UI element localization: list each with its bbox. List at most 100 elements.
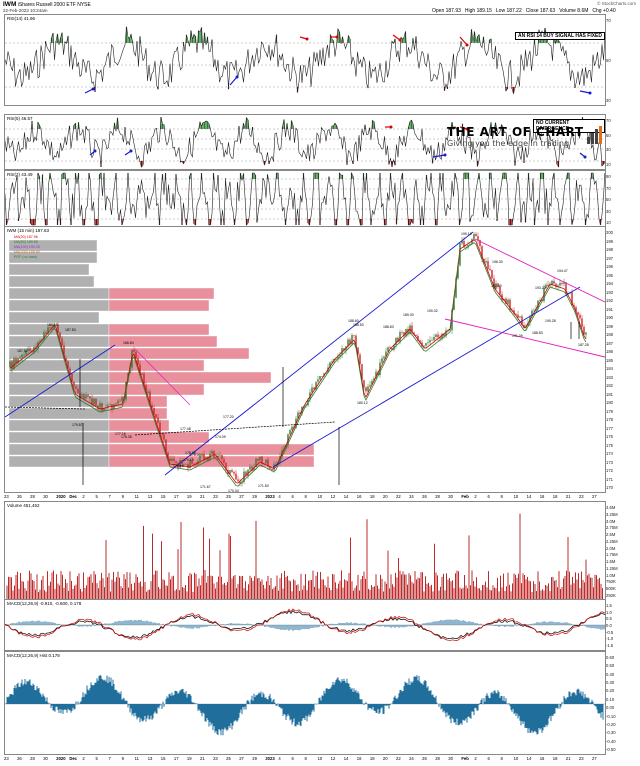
- candle-body: [443, 333, 445, 337]
- rsi14-line: [5, 26, 605, 95]
- date-label: 27: [592, 756, 597, 761]
- channel-upper-line: [164, 231, 474, 476]
- price-plot: [5, 231, 605, 487]
- candle-body: [269, 466, 271, 469]
- signal-arrow-head: [91, 87, 95, 91]
- price-level-label: 176.00: [190, 453, 201, 457]
- price-level-label: 177.48: [180, 427, 191, 431]
- candle-body: [115, 403, 117, 405]
- price-level-label: 176.35: [121, 435, 132, 439]
- legend-ma50: MA(50) 189.55: [14, 240, 38, 244]
- candle-body: [271, 468, 273, 470]
- hist-plot: [5, 674, 605, 736]
- volume-profile-bar: [108, 359, 205, 372]
- hist-axis-tick: 0.40: [606, 671, 615, 677]
- candle-body: [199, 455, 201, 461]
- date-label: 2023: [265, 756, 275, 761]
- candle-body: [73, 381, 75, 387]
- price-axis-tick: 177: [606, 425, 613, 431]
- price-axis-tick: 184: [606, 366, 613, 371]
- legend-pgf: PGF (no data): [14, 255, 37, 259]
- rsi14-note: AN RSI 14 BUY SIGNAL HAS FIXED: [515, 32, 605, 40]
- volume-profile-bar: [108, 395, 168, 408]
- date-label: 8: [500, 756, 503, 761]
- candle-body: [65, 358, 67, 362]
- watermark: THE ART OF CHART Giving you the edge in …: [447, 125, 602, 148]
- date-axis-bottom: 23 26 28 30 2020 Dec 2 5 7 9 11 13 15 17 19 21 23 25 27 29 2…: [4, 755, 604, 763]
- candle-body: [563, 282, 565, 284]
- candle-body: [219, 455, 221, 456]
- date-label: 12: [330, 494, 336, 499]
- date-label: 22: [396, 494, 401, 499]
- candle-body: [75, 386, 77, 389]
- candle-body: [151, 405, 153, 409]
- candle-body: [463, 240, 465, 248]
- date-label: 21: [200, 756, 205, 761]
- candle-body: [507, 299, 509, 304]
- price-axis-tick: 176: [606, 434, 613, 439]
- candle-body: [351, 335, 353, 345]
- rsi2-axis-tick: 70: [606, 185, 611, 191]
- date-label: 16: [356, 494, 362, 499]
- candle-body: [9, 361, 11, 367]
- candle-body: [485, 261, 487, 263]
- candle-body: [471, 239, 473, 245]
- candle-body: [95, 398, 97, 406]
- candle-body: [87, 394, 89, 397]
- hist-axis-tick: -0.50: [606, 747, 616, 752]
- candle-body: [331, 361, 333, 363]
- date-label: 11: [134, 494, 140, 499]
- legend-ma200: MA(200) 189.90: [14, 250, 40, 254]
- date-label: 10: [317, 756, 323, 761]
- candle-body: [419, 340, 421, 343]
- support-line-left: [5, 406, 86, 410]
- date-label: 26: [422, 494, 427, 499]
- candle-body: [493, 278, 495, 289]
- volume-profile-gray: [8, 311, 100, 324]
- candle-body: [153, 408, 155, 415]
- date-label: 2020: [56, 756, 66, 761]
- hist-axis-tick: -0.40: [606, 738, 616, 744]
- price-level-label: 188.83: [383, 325, 394, 329]
- date-label: 26: [17, 494, 22, 499]
- ma50-line: [9, 242, 587, 487]
- candle-body: [173, 458, 175, 462]
- candle-body: [245, 471, 247, 477]
- candle-body: [165, 439, 167, 453]
- price-level-label: 187.83: [65, 328, 76, 332]
- volume-axis-tick: 2.25M: [606, 538, 618, 544]
- candle-body: [499, 286, 501, 295]
- candle-body: [217, 455, 219, 458]
- candle-body: [515, 313, 517, 315]
- price-axis-tick: 172: [606, 468, 613, 473]
- candle-body: [155, 414, 157, 418]
- candle-body: [49, 327, 51, 328]
- signal-arrow-head: [305, 37, 309, 41]
- candle-body: [357, 347, 359, 355]
- candle-body: [99, 403, 101, 409]
- candle-body: [323, 373, 325, 377]
- date-label: 13: [147, 494, 153, 499]
- date-label: 21: [565, 494, 571, 499]
- candle-body: [185, 463, 187, 465]
- volume-axis-tick: 2.75M: [606, 525, 618, 531]
- candle-body: [577, 312, 579, 315]
- macd-axis-tick: -1.5: [606, 643, 614, 648]
- rsi2-axis-tick: 10: [606, 220, 611, 225]
- price-level-label: 171.67: [200, 485, 211, 489]
- hist-axis-tick: 0.00: [606, 705, 615, 711]
- price-level-label: 191.09: [512, 334, 523, 338]
- price-axis-tick: 195: [606, 272, 613, 278]
- date-label: Dec: [69, 494, 78, 499]
- volume-profile-gray: [8, 359, 110, 372]
- rsi5-panel: RSI(5) 46.57 NO CURRENT DIVERGENCE: [4, 114, 606, 170]
- candle-body: [409, 325, 411, 334]
- candle-body: [261, 456, 263, 464]
- candle-body: [561, 283, 563, 284]
- price-level-label: 170.34: [228, 489, 239, 493]
- volume-axis-tick: 750K: [606, 579, 616, 585]
- candle-body: [69, 368, 71, 374]
- candle-body: [121, 397, 123, 401]
- rsi5-line: [5, 116, 605, 168]
- volume-profile-bar: [108, 443, 315, 456]
